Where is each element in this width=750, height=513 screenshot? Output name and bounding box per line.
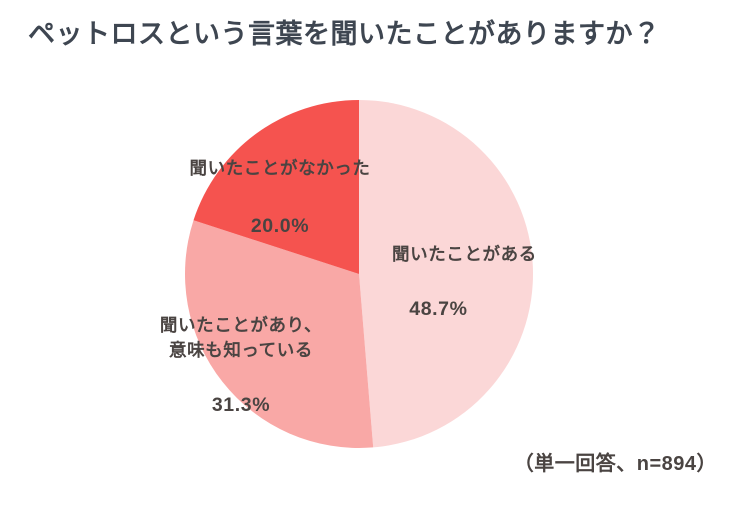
- pie-slice-heard-and-known[interactable]: [185, 220, 374, 449]
- pie-label-not-heard: 聞いたことがなかった 20.0%: [174, 133, 386, 264]
- pie-slice-not-heard[interactable]: [193, 100, 359, 274]
- pie-label-heard-and-known-value: 31.3%: [211, 394, 271, 417]
- pie-label-not-heard-name: 聞いたことがなかった: [189, 157, 371, 178]
- pie-label-heard-name: 聞いたことがある: [392, 243, 537, 264]
- chart-footnote: （単一回答、n=894）: [513, 453, 717, 475]
- pie-chart-graphic: [185, 100, 534, 449]
- pie-label-not-heard-value: 20.0%: [250, 215, 310, 238]
- pie-label-heard-and-known-name: 聞いたことがあり、 意味も知っている: [159, 314, 323, 360]
- page-title: ペットロスという言葉を聞いたことがありますか？: [28, 19, 661, 49]
- pie-slice-heard[interactable]: [359, 100, 534, 448]
- pie-label-heard: 聞いたことがある 48.7%: [392, 219, 537, 347]
- pie-svg: [185, 100, 534, 449]
- pie-label-heard-value: 48.7%: [409, 298, 468, 321]
- pie-label-heard-and-known: 聞いたことがあり、 意味も知っている 31.3%: [141, 290, 341, 443]
